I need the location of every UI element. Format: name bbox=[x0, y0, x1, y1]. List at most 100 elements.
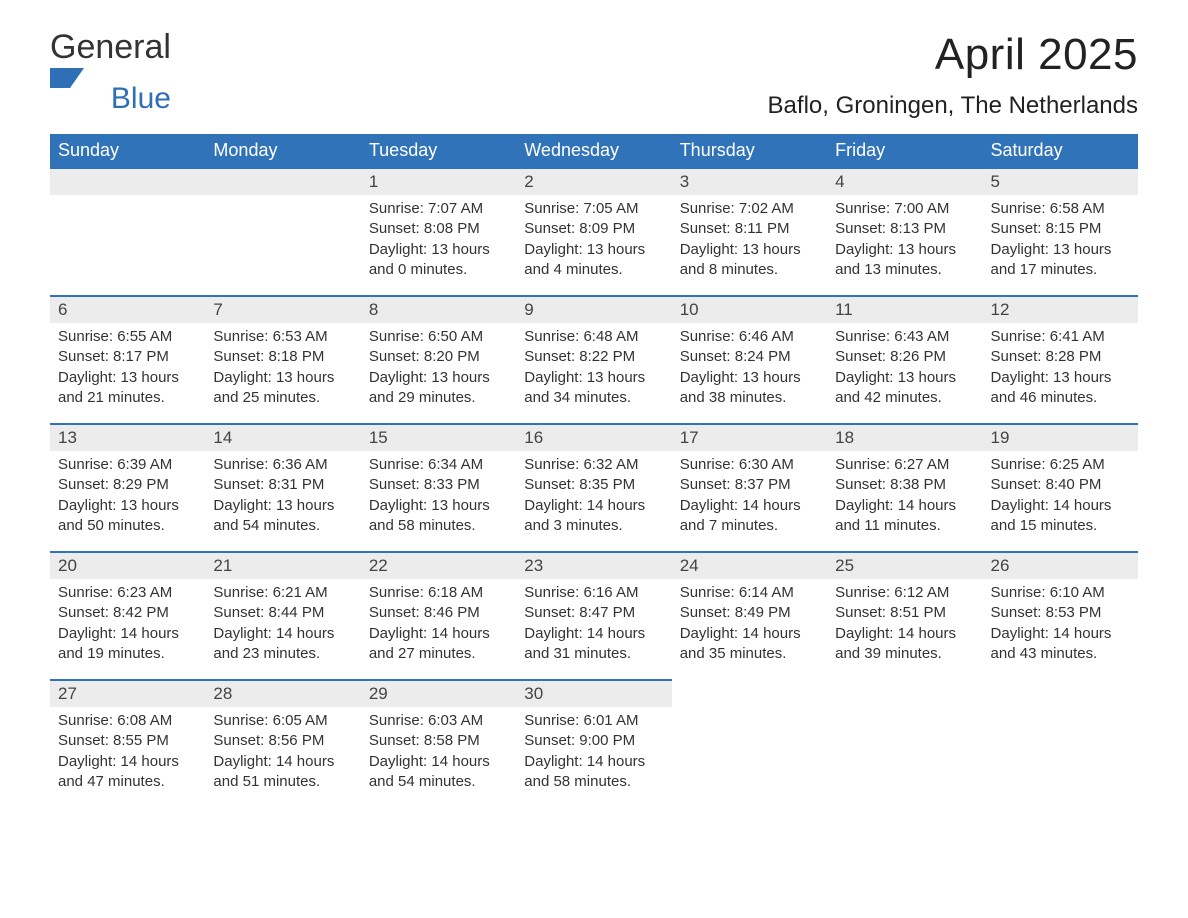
day-details: Sunrise: 6:50 AMSunset: 8:20 PMDaylight:… bbox=[361, 323, 516, 416]
daylight-text: Daylight: 14 hours and 47 minutes. bbox=[58, 752, 197, 793]
calendar-week-row: 20Sunrise: 6:23 AMSunset: 8:42 PMDayligh… bbox=[50, 551, 1138, 679]
day-details: Sunrise: 6:25 AMSunset: 8:40 PMDaylight:… bbox=[983, 451, 1138, 544]
day-number: 24 bbox=[672, 551, 827, 579]
sunrise-text: Sunrise: 6:23 AM bbox=[58, 583, 197, 603]
daylight-text: Daylight: 14 hours and 35 minutes. bbox=[680, 624, 819, 665]
calendar-day-cell: 13Sunrise: 6:39 AMSunset: 8:29 PMDayligh… bbox=[50, 423, 205, 551]
daylight-text: Daylight: 13 hours and 46 minutes. bbox=[991, 368, 1130, 409]
sunrise-text: Sunrise: 6:53 AM bbox=[213, 327, 352, 347]
day-number: 8 bbox=[361, 295, 516, 323]
day-number: 1 bbox=[361, 167, 516, 195]
day-number: 12 bbox=[983, 295, 1138, 323]
sunset-text: Sunset: 8:29 PM bbox=[58, 475, 197, 495]
day-number: 16 bbox=[516, 423, 671, 451]
calendar-day-cell: 19Sunrise: 6:25 AMSunset: 8:40 PMDayligh… bbox=[983, 423, 1138, 551]
daylight-text: Daylight: 13 hours and 8 minutes. bbox=[680, 240, 819, 281]
daylight-text: Daylight: 13 hours and 50 minutes. bbox=[58, 496, 197, 537]
sunset-text: Sunset: 9:00 PM bbox=[524, 731, 663, 751]
sunset-text: Sunset: 8:37 PM bbox=[680, 475, 819, 495]
calendar-day-cell: 2Sunrise: 7:05 AMSunset: 8:09 PMDaylight… bbox=[516, 167, 671, 295]
calendar-day-cell: 30Sunrise: 6:01 AMSunset: 9:00 PMDayligh… bbox=[516, 679, 671, 807]
day-details: Sunrise: 6:12 AMSunset: 8:51 PMDaylight:… bbox=[827, 579, 982, 672]
day-number: 27 bbox=[50, 679, 205, 707]
daylight-text: Daylight: 14 hours and 27 minutes. bbox=[369, 624, 508, 665]
daylight-text: Daylight: 14 hours and 23 minutes. bbox=[213, 624, 352, 665]
calendar-day-cell: 16Sunrise: 6:32 AMSunset: 8:35 PMDayligh… bbox=[516, 423, 671, 551]
day-number: 3 bbox=[672, 167, 827, 195]
day-details: Sunrise: 6:30 AMSunset: 8:37 PMDaylight:… bbox=[672, 451, 827, 544]
calendar-day-cell: 28Sunrise: 6:05 AMSunset: 8:56 PMDayligh… bbox=[205, 679, 360, 807]
day-number: 14 bbox=[205, 423, 360, 451]
day-details: Sunrise: 6:46 AMSunset: 8:24 PMDaylight:… bbox=[672, 323, 827, 416]
sunset-text: Sunset: 8:31 PM bbox=[213, 475, 352, 495]
calendar-empty-cell bbox=[50, 167, 205, 295]
day-number-bar bbox=[50, 167, 205, 195]
day-number: 26 bbox=[983, 551, 1138, 579]
sunrise-text: Sunrise: 6:30 AM bbox=[680, 455, 819, 475]
sunrise-text: Sunrise: 7:05 AM bbox=[524, 199, 663, 219]
sunset-text: Sunset: 8:33 PM bbox=[369, 475, 508, 495]
day-number: 15 bbox=[361, 423, 516, 451]
day-details: Sunrise: 6:41 AMSunset: 8:28 PMDaylight:… bbox=[983, 323, 1138, 416]
calendar-day-cell: 15Sunrise: 6:34 AMSunset: 8:33 PMDayligh… bbox=[361, 423, 516, 551]
header: General Blue April 2025 Baflo, Groningen… bbox=[50, 30, 1138, 120]
calendar-day-cell: 14Sunrise: 6:36 AMSunset: 8:31 PMDayligh… bbox=[205, 423, 360, 551]
daylight-text: Daylight: 14 hours and 31 minutes. bbox=[524, 624, 663, 665]
sunset-text: Sunset: 8:38 PM bbox=[835, 475, 974, 495]
day-number: 18 bbox=[827, 423, 982, 451]
calendar-header-row: SundayMondayTuesdayWednesdayThursdayFrid… bbox=[50, 134, 1138, 167]
sunrise-text: Sunrise: 7:02 AM bbox=[680, 199, 819, 219]
calendar-day-cell: 3 Sunrise: 7:02 AMSunset: 8:11 PMDaylight… bbox=[672, 167, 827, 295]
dayname-header: Sunday bbox=[50, 134, 205, 167]
daylight-text: Daylight: 14 hours and 54 minutes. bbox=[369, 752, 508, 793]
calendar-day-cell: 7Sunrise: 6:53 AMSunset: 8:18 PMDaylight… bbox=[205, 295, 360, 423]
daylight-text: Daylight: 13 hours and 4 minutes. bbox=[524, 240, 663, 281]
calendar-day-cell: 21Sunrise: 6:21 AMSunset: 8:44 PMDayligh… bbox=[205, 551, 360, 679]
calendar-day-cell: 6Sunrise: 6:55 AMSunset: 8:17 PMDaylight… bbox=[50, 295, 205, 423]
day-number: 22 bbox=[361, 551, 516, 579]
day-details: Sunrise: 6:18 AMSunset: 8:46 PMDaylight:… bbox=[361, 579, 516, 672]
brand-name-2: Blue bbox=[50, 84, 171, 114]
daylight-text: Daylight: 14 hours and 51 minutes. bbox=[213, 752, 352, 793]
day-details: Sunrise: 7:05 AMSunset: 8:09 PMDaylight:… bbox=[516, 195, 671, 288]
sunrise-text: Sunrise: 6:39 AM bbox=[58, 455, 197, 475]
daylight-text: Daylight: 13 hours and 42 minutes. bbox=[835, 368, 974, 409]
daylight-text: Daylight: 13 hours and 38 minutes. bbox=[680, 368, 819, 409]
sunset-text: Sunset: 8:20 PM bbox=[369, 347, 508, 367]
sunset-text: Sunset: 8:35 PM bbox=[524, 475, 663, 495]
brand-name-1: General bbox=[50, 28, 171, 66]
sunrise-text: Sunrise: 6:25 AM bbox=[991, 455, 1130, 475]
calendar-day-cell: 18Sunrise: 6:27 AMSunset: 8:38 PMDayligh… bbox=[827, 423, 982, 551]
daylight-text: Daylight: 14 hours and 58 minutes. bbox=[524, 752, 663, 793]
sunset-text: Sunset: 8:11 PM bbox=[680, 219, 819, 239]
calendar-empty-cell bbox=[205, 167, 360, 295]
day-number-bar bbox=[205, 167, 360, 195]
day-details: Sunrise: 6:27 AMSunset: 8:38 PMDaylight:… bbox=[827, 451, 982, 544]
day-number: 17 bbox=[672, 423, 827, 451]
daylight-text: Daylight: 14 hours and 19 minutes. bbox=[58, 624, 197, 665]
sunrise-text: Sunrise: 6:34 AM bbox=[369, 455, 508, 475]
day-number: 23 bbox=[516, 551, 671, 579]
day-details: Sunrise: 6:43 AMSunset: 8:26 PMDaylight:… bbox=[827, 323, 982, 416]
day-details: Sunrise: 6:14 AMSunset: 8:49 PMDaylight:… bbox=[672, 579, 827, 672]
sunset-text: Sunset: 8:55 PM bbox=[58, 731, 197, 751]
day-details: Sunrise: 6:48 AMSunset: 8:22 PMDaylight:… bbox=[516, 323, 671, 416]
sunset-text: Sunset: 8:26 PM bbox=[835, 347, 974, 367]
sunset-text: Sunset: 8:13 PM bbox=[835, 219, 974, 239]
sunset-text: Sunset: 8:53 PM bbox=[991, 603, 1130, 623]
daylight-text: Daylight: 13 hours and 29 minutes. bbox=[369, 368, 508, 409]
dayname-header: Saturday bbox=[983, 134, 1138, 167]
calendar-day-cell: 11Sunrise: 6:43 AMSunset: 8:26 PMDayligh… bbox=[827, 295, 982, 423]
title-block: April 2025 Baflo, Groningen, The Netherl… bbox=[768, 30, 1138, 120]
day-number: 19 bbox=[983, 423, 1138, 451]
sunset-text: Sunset: 8:40 PM bbox=[991, 475, 1130, 495]
day-number: 2 bbox=[516, 167, 671, 195]
daylight-text: Daylight: 14 hours and 7 minutes. bbox=[680, 496, 819, 537]
daylight-text: Daylight: 13 hours and 25 minutes. bbox=[213, 368, 352, 409]
sunrise-text: Sunrise: 6:16 AM bbox=[524, 583, 663, 603]
sunrise-text: Sunrise: 6:10 AM bbox=[991, 583, 1130, 603]
sunset-text: Sunset: 8:49 PM bbox=[680, 603, 819, 623]
day-number: 7 bbox=[205, 295, 360, 323]
sunrise-text: Sunrise: 7:00 AM bbox=[835, 199, 974, 219]
daylight-text: Daylight: 14 hours and 3 minutes. bbox=[524, 496, 663, 537]
